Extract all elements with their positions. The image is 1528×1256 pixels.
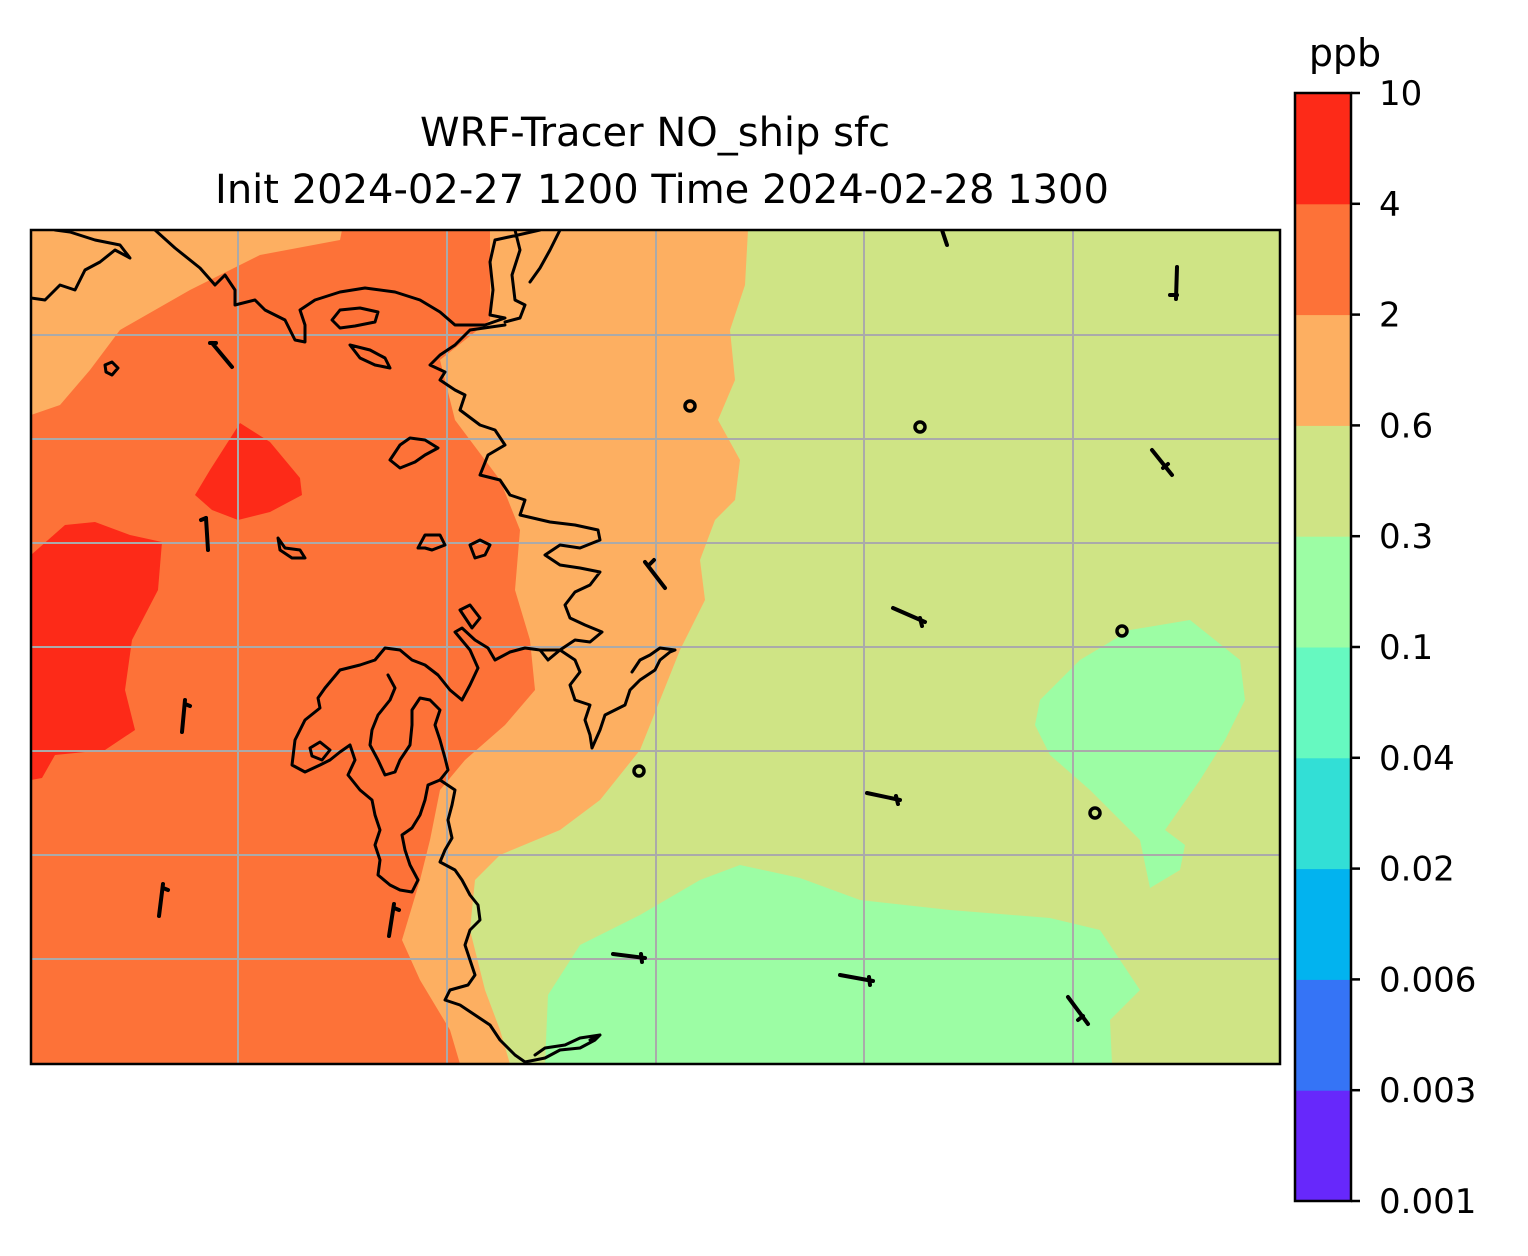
colorbar-band bbox=[1295, 757, 1351, 870]
calm-wind-markers bbox=[632, 399, 1129, 820]
colorbar-band bbox=[1295, 425, 1351, 537]
colorbar-band bbox=[1295, 647, 1351, 759]
colorbar-band bbox=[1295, 979, 1351, 1091]
colorbar-bands bbox=[1295, 93, 1351, 1202]
colorbar-tick-label: 0.006 bbox=[1379, 960, 1476, 1000]
map-subtitle: Init 2024-02-27 1200 Time 2024-02-28 130… bbox=[215, 167, 1109, 213]
map-panel bbox=[31, 230, 1280, 1064]
coastline-mid bbox=[538, 646, 677, 750]
colorbar-band bbox=[1295, 536, 1351, 648]
colorbar-band bbox=[1295, 868, 1351, 980]
wind-barbs bbox=[157, 230, 1179, 1026]
colorbar-tick-label: 10 bbox=[1379, 74, 1422, 114]
colorbar-ticks: 0.001 0.003 0.006 0.02 0.04 0.1 0.3 0.6 2 4 10 bbox=[1351, 74, 1476, 1222]
gridlines bbox=[31, 230, 1280, 1064]
coastline-islands bbox=[103, 306, 492, 762]
field-0.1-0.3-east bbox=[1035, 620, 1245, 888]
colorbar: 0.001 0.003 0.006 0.02 0.04 0.1 0.3 0.6 2 4 10 ppb bbox=[1293, 31, 1476, 1222]
colorbar-tick-label: 0.6 bbox=[1379, 406, 1433, 446]
colorbar-band bbox=[1295, 314, 1351, 426]
colorbar-band bbox=[1295, 93, 1351, 205]
colorbar-tick-label: 0.001 bbox=[1379, 1182, 1476, 1222]
coastlines bbox=[31, 230, 677, 1064]
field-4-10-west bbox=[31, 522, 162, 780]
colorbar-band bbox=[1295, 203, 1351, 316]
colorbar-tick-label: 0.02 bbox=[1379, 850, 1455, 890]
field-0.1-0.3-south bbox=[545, 865, 1140, 1064]
colorbar-tick-label: 0.04 bbox=[1379, 739, 1455, 779]
colorbar-tick-label: 0.3 bbox=[1379, 517, 1433, 557]
map-frame bbox=[29, 228, 1282, 1066]
colorbar-tick-label: 4 bbox=[1379, 185, 1401, 225]
coastline-main bbox=[31, 230, 562, 344]
colorbar-unit-label: ppb bbox=[1309, 31, 1381, 75]
colorbar-tick-label: 2 bbox=[1379, 296, 1401, 336]
colorbar-tick-label: 0.003 bbox=[1379, 1071, 1476, 1111]
coastline-fjords bbox=[290, 323, 604, 894]
field-4-10-north bbox=[195, 423, 302, 520]
colorbar-tick-label: 0.1 bbox=[1379, 628, 1433, 668]
map-title: WRF-Tracer NO_ship sfc bbox=[420, 110, 890, 156]
coastline-south bbox=[438, 778, 602, 1064]
colorbar-band bbox=[1295, 1090, 1351, 1202]
